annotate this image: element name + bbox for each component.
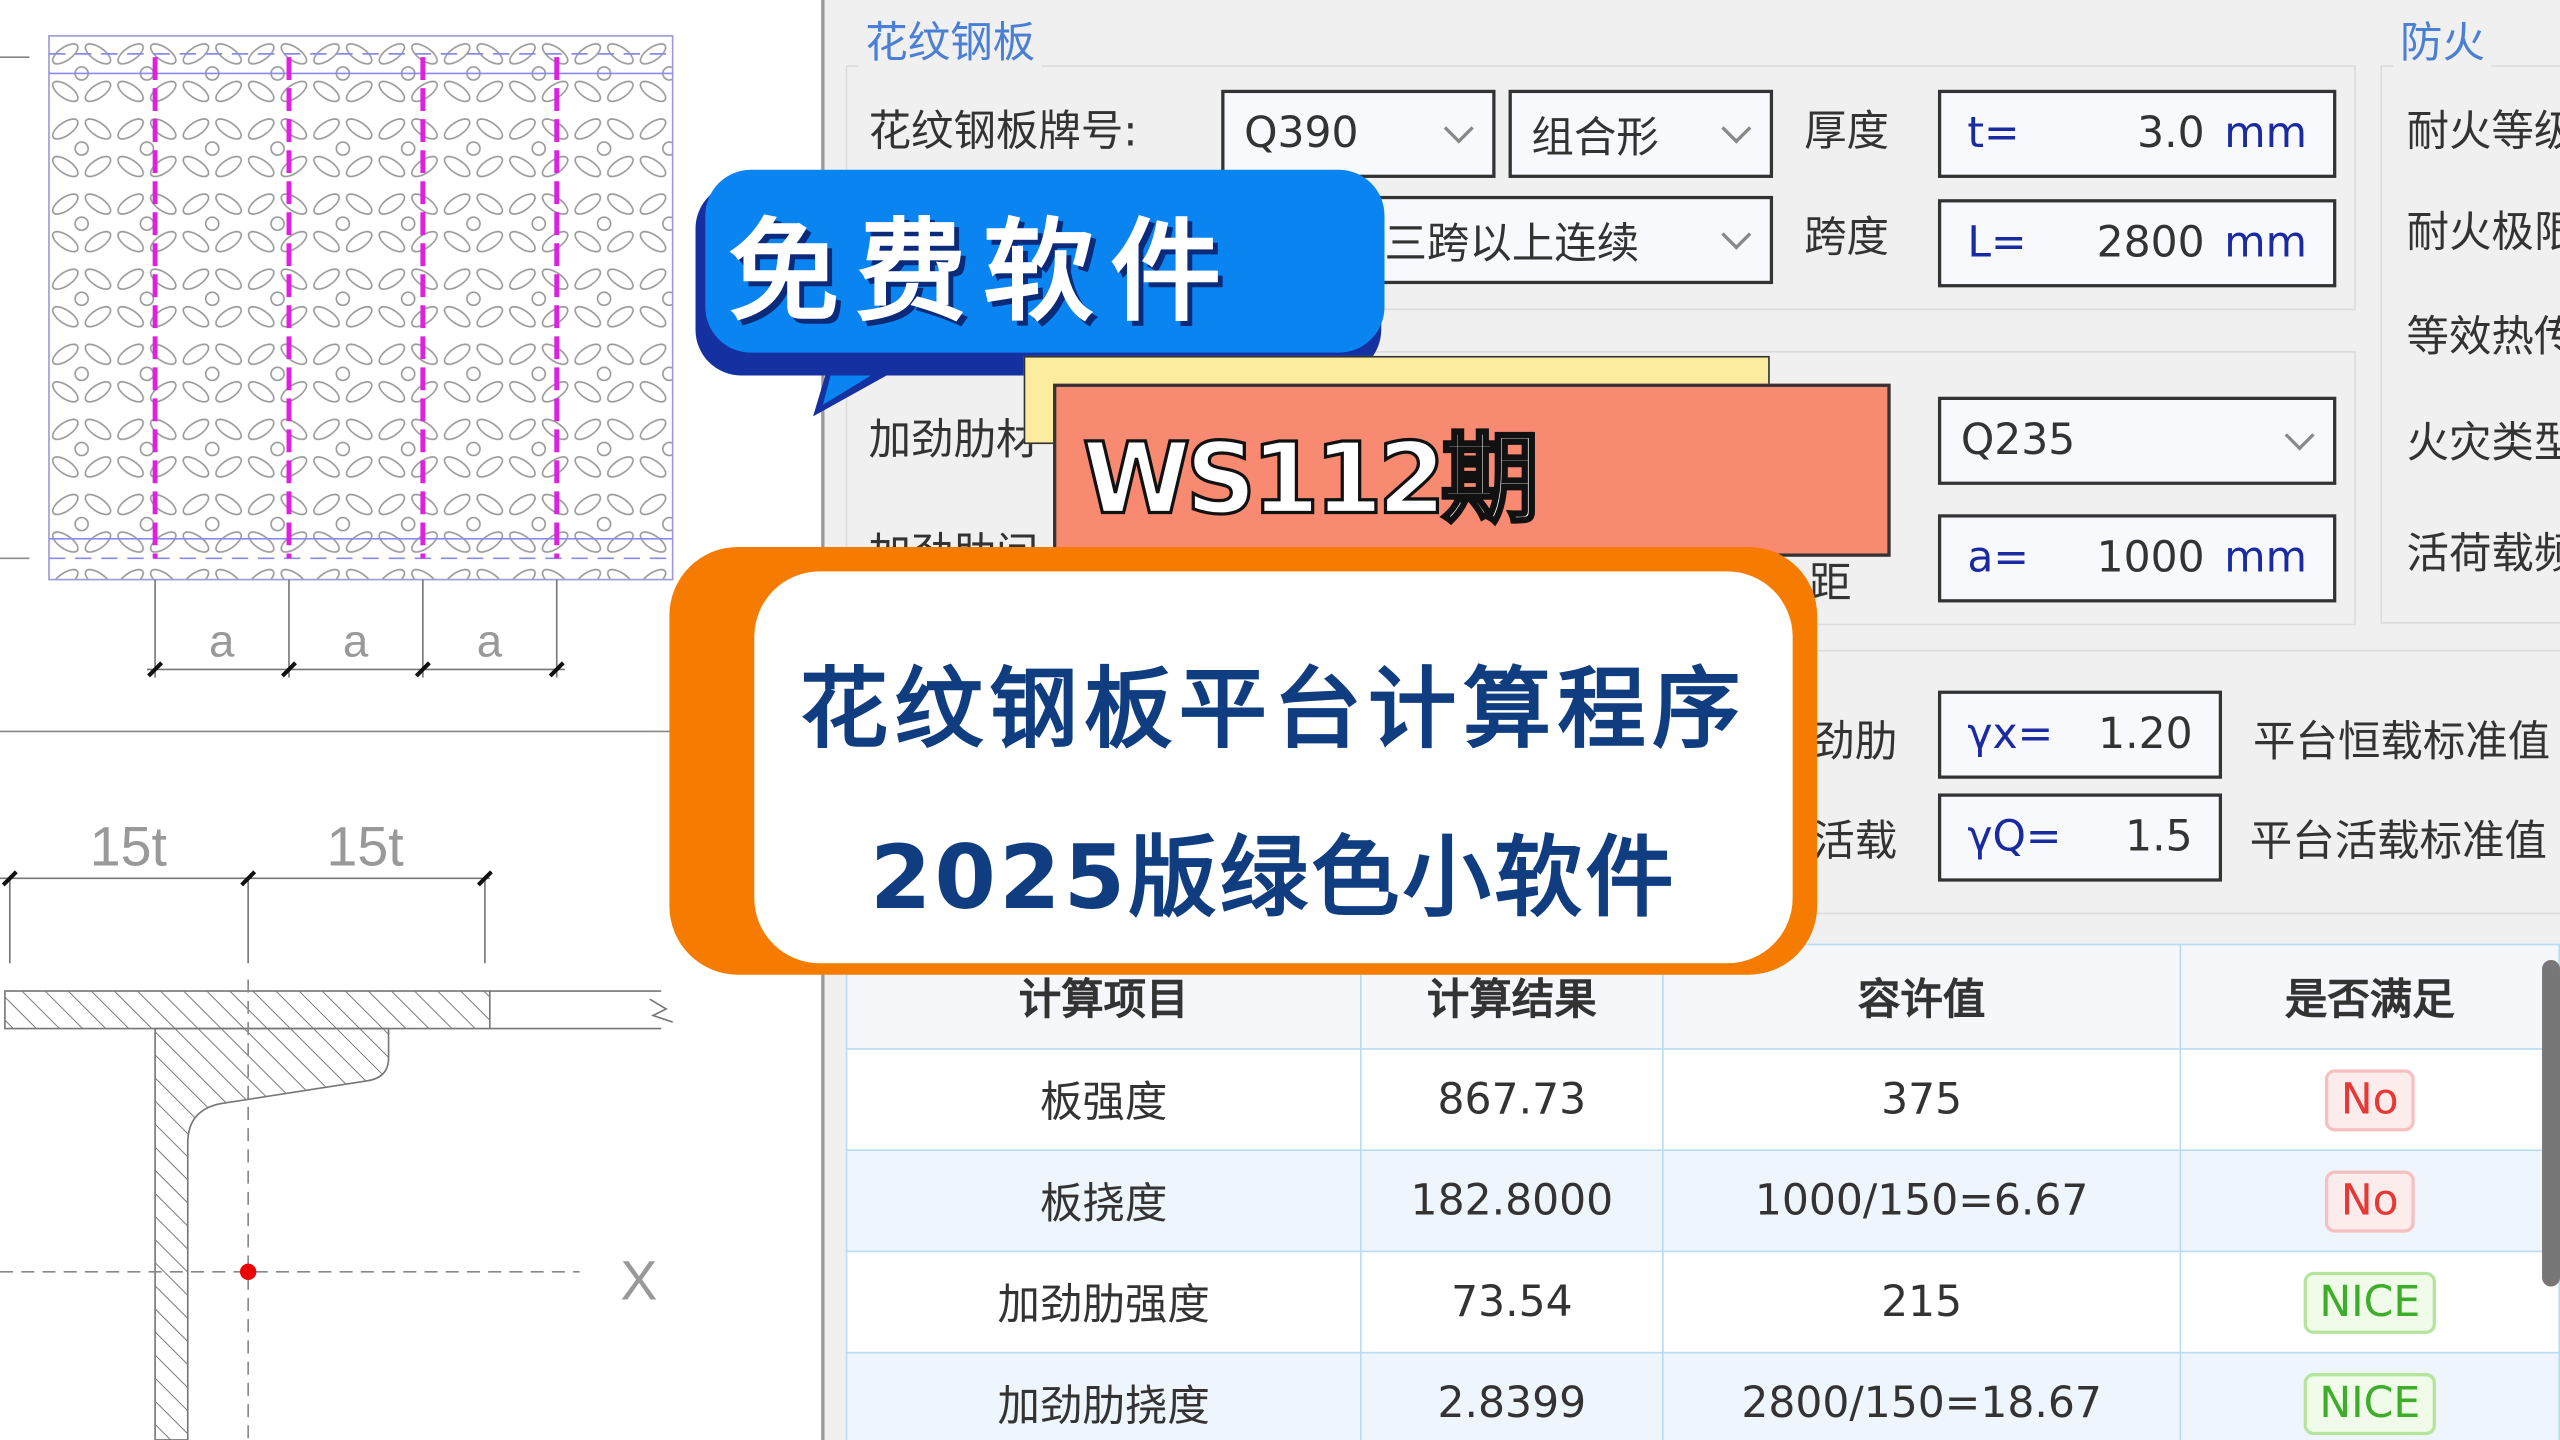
chevron-down-icon (1443, 113, 1474, 144)
status-badge: NICE (2303, 1271, 2437, 1334)
fire-item: 耐火等级 (2406, 107, 2560, 157)
span-type-value: 三跨以上连续 (1384, 219, 1640, 269)
grade-combo[interactable]: Q390 (1221, 89, 1496, 178)
axis-x-label: X (620, 1250, 657, 1312)
spacing-unit: mm (2224, 533, 2307, 583)
table-row[interactable]: 加劲肋强度 73.54 215 NICE (845, 1250, 2560, 1354)
table-row[interactable]: 加劲肋挠度 2.8399 2800/150=18.67 NICE (845, 1351, 2560, 1440)
thickness-value: 3.0 (2137, 109, 2205, 159)
title-line2: 2025版绿色小软件 (869, 826, 1677, 929)
checker-plate (48, 35, 674, 581)
table-header: 计算项目 计算结果 容许值 是否满足 (845, 943, 2560, 1050)
span-label: 跨度 (1804, 213, 1890, 263)
cell-result: 182.8000 (1359, 1149, 1664, 1253)
grade-label: 花纹钢板牌号: (868, 107, 1138, 157)
episode-text: WS112期 (1081, 420, 1541, 538)
col-header: 是否满足 (2179, 943, 2560, 1050)
title-line1: 花纹钢板平台计算程序 (799, 657, 1747, 761)
gx-value: 1.20 (2098, 710, 2193, 760)
spacing-input[interactable]: a= 1000 mm (1937, 514, 2337, 603)
cell-allow: 2800/150=18.67 (1662, 1351, 2182, 1440)
cell-item: 加劲肋挠度 (845, 1351, 1362, 1440)
gx-prefix: γx= (1967, 710, 2054, 760)
dim-15t-label: 15t (90, 815, 168, 877)
spacing-value: 1000 (2096, 533, 2205, 583)
table-scrollbar[interactable] (2542, 959, 2560, 1287)
gq-label: 活载 (1812, 817, 1898, 867)
gq-value: 1.5 (2125, 813, 2193, 863)
dim-a-label: a (343, 615, 369, 666)
dim-a-label: a (209, 615, 235, 666)
plate-drawing: a a a 15t 15t X (0, 35, 822, 1440)
thickness-prefix: t= (1967, 109, 2020, 159)
shape-value: 组合形 (1531, 113, 1659, 163)
chevron-down-icon (1721, 113, 1752, 144)
shape-combo[interactable]: 组合形 (1508, 89, 1774, 178)
cell-allow: 1000/150=6.67 (1662, 1149, 2182, 1253)
results-table: 计算项目 计算结果 容许值 是否满足 板强度 867.73 375 No 板挠度… (845, 943, 2560, 1440)
episode-banner: WS112期 (1053, 383, 1891, 557)
gx-label: 劲肋 (1812, 718, 1898, 768)
angle-section (154, 1027, 390, 1440)
fire-item: 火灾类型 (2406, 419, 2560, 469)
cell-allow: 375 (1662, 1048, 2182, 1152)
table-row[interactable]: 板强度 867.73 375 No (845, 1048, 2560, 1152)
status-badge: No (2324, 1068, 2415, 1131)
bubble-text: 免费软件 (728, 208, 1238, 338)
span-prefix: L= (1967, 218, 2027, 268)
cell-allow: 215 (1662, 1250, 2182, 1354)
stiffener-material-value: Q235 (1960, 416, 2076, 466)
gq-prefix: γQ= (1967, 813, 2062, 863)
grade-value: Q390 (1244, 109, 1359, 159)
live-load-label: 平台活载标准值 (2249, 817, 2547, 867)
chevron-down-icon (2284, 420, 2315, 451)
cell-result: 867.73 (1359, 1048, 1664, 1152)
fire-item: 活荷载频 (2406, 530, 2560, 580)
spacing-prefix: a= (1967, 533, 2029, 583)
centroid-dot (239, 1263, 257, 1280)
fire-group-title: 防火 (2393, 19, 2492, 69)
spacing-suffix: 距 (1808, 559, 1852, 609)
title-card-inner: 花纹钢板平台计算程序 2025版绿色小软件 (754, 571, 1793, 964)
thickness-input[interactable]: t= 3.0 mm (1937, 89, 2337, 178)
chevron-down-icon (1721, 219, 1752, 250)
fire-item: 等效热传 (2406, 313, 2560, 363)
thickness-unit: mm (2224, 109, 2307, 159)
span-input[interactable]: L= 2800 mm (1937, 199, 2337, 288)
stiffener-material-label: 加劲肋材 (868, 416, 1039, 466)
stiffener-material-combo[interactable]: Q235 (1937, 396, 2337, 485)
cell-result: 73.54 (1359, 1250, 1664, 1354)
dim-a-label: a (477, 615, 503, 666)
fire-item: 耐火极限 (2406, 208, 2560, 258)
span-unit: mm (2224, 218, 2307, 268)
plate-group-title: 花纹钢板 (858, 19, 1042, 69)
status-badge: NICE (2303, 1372, 2437, 1435)
free-software-bubble: 免费软件 (705, 169, 1385, 353)
cell-result: 2.8399 (1359, 1351, 1664, 1440)
gq-input[interactable]: γQ= 1.5 (1937, 793, 2223, 882)
status-badge: No (2324, 1169, 2415, 1232)
cell-item: 加劲肋强度 (845, 1250, 1362, 1354)
gx-input[interactable]: γx= 1.20 (1937, 690, 2223, 779)
cell-item: 板挠度 (845, 1149, 1362, 1253)
table-row[interactable]: 板挠度 182.8000 1000/150=6.67 No (845, 1149, 2560, 1253)
thickness-label: 厚度 (1804, 107, 1890, 157)
span-value: 2800 (2096, 218, 2205, 268)
dim-15t-label: 15t (327, 815, 405, 877)
cell-item: 板强度 (845, 1048, 1362, 1152)
dead-load-label: 平台恒载标准值 (2253, 718, 2551, 768)
col-header: 计算结果 (1359, 943, 1664, 1050)
